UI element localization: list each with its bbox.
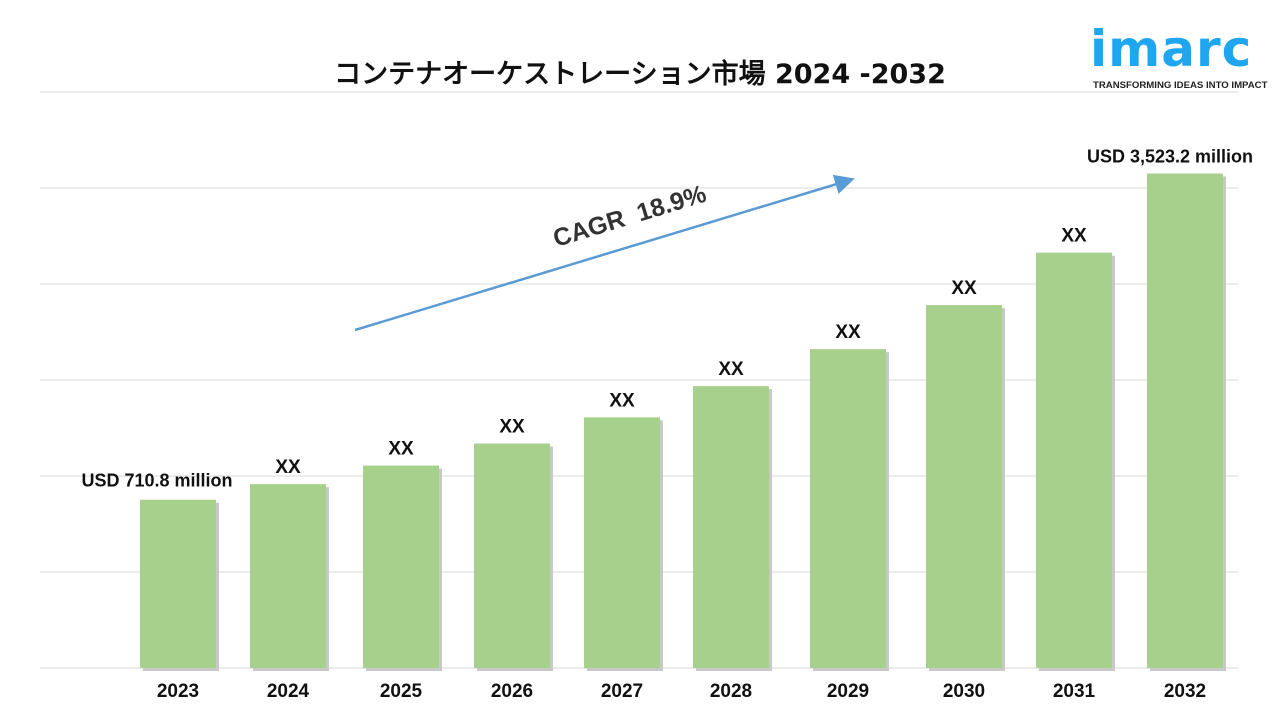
x-tick-2030: 2030	[943, 681, 985, 702]
bar-2025	[363, 465, 439, 668]
bar-2029	[810, 349, 886, 668]
data-label-2025: XX	[388, 439, 414, 460]
data-label-2027: XX	[609, 390, 635, 411]
data-label-2026: XX	[499, 417, 525, 438]
bar-2023	[140, 499, 216, 668]
data-label-2031: XX	[1061, 226, 1087, 247]
chart-title: コンテナオーケストレーション市場 2024 -2032	[334, 59, 946, 90]
logo-tagline: TRANSFORMING IDEAS INTO IMPACT	[1093, 80, 1268, 91]
data-label-2030: XX	[951, 278, 977, 299]
data-label-2028: XX	[718, 359, 744, 380]
bar-2026	[474, 443, 550, 668]
bar-2032	[1147, 173, 1223, 668]
cagr-arrow	[354, 174, 855, 332]
bar-2028	[693, 386, 769, 668]
x-tick-2032: 2032	[1164, 681, 1206, 702]
x-tick-2025: 2025	[380, 681, 423, 702]
x-tick-2028: 2028	[710, 681, 752, 702]
data-label-2032: USD 3,523.2 million	[1087, 147, 1253, 167]
x-tick-2031: 2031	[1053, 681, 1096, 702]
data-label-2023: USD 710.8 million	[81, 471, 232, 491]
bar-2027	[584, 417, 660, 668]
x-tick-2024: 2024	[267, 681, 310, 702]
cagr-label: CAGR 18.9%	[550, 180, 710, 253]
imarc-logo: imarc TRANSFORMING IDEAS INTO IMPACT	[1090, 18, 1270, 98]
bar-2030	[926, 305, 1002, 668]
bar-2024	[250, 484, 326, 668]
x-tick-2027: 2027	[601, 681, 643, 702]
data-label-2024: XX	[275, 457, 301, 478]
x-tick-2029: 2029	[827, 681, 869, 702]
data-label-2029: XX	[835, 322, 861, 343]
x-tick-2023: 2023	[157, 681, 199, 702]
x-tick-2026: 2026	[491, 681, 533, 702]
logo-wordmark: imarc	[1090, 20, 1253, 78]
bar-2031	[1036, 252, 1112, 668]
